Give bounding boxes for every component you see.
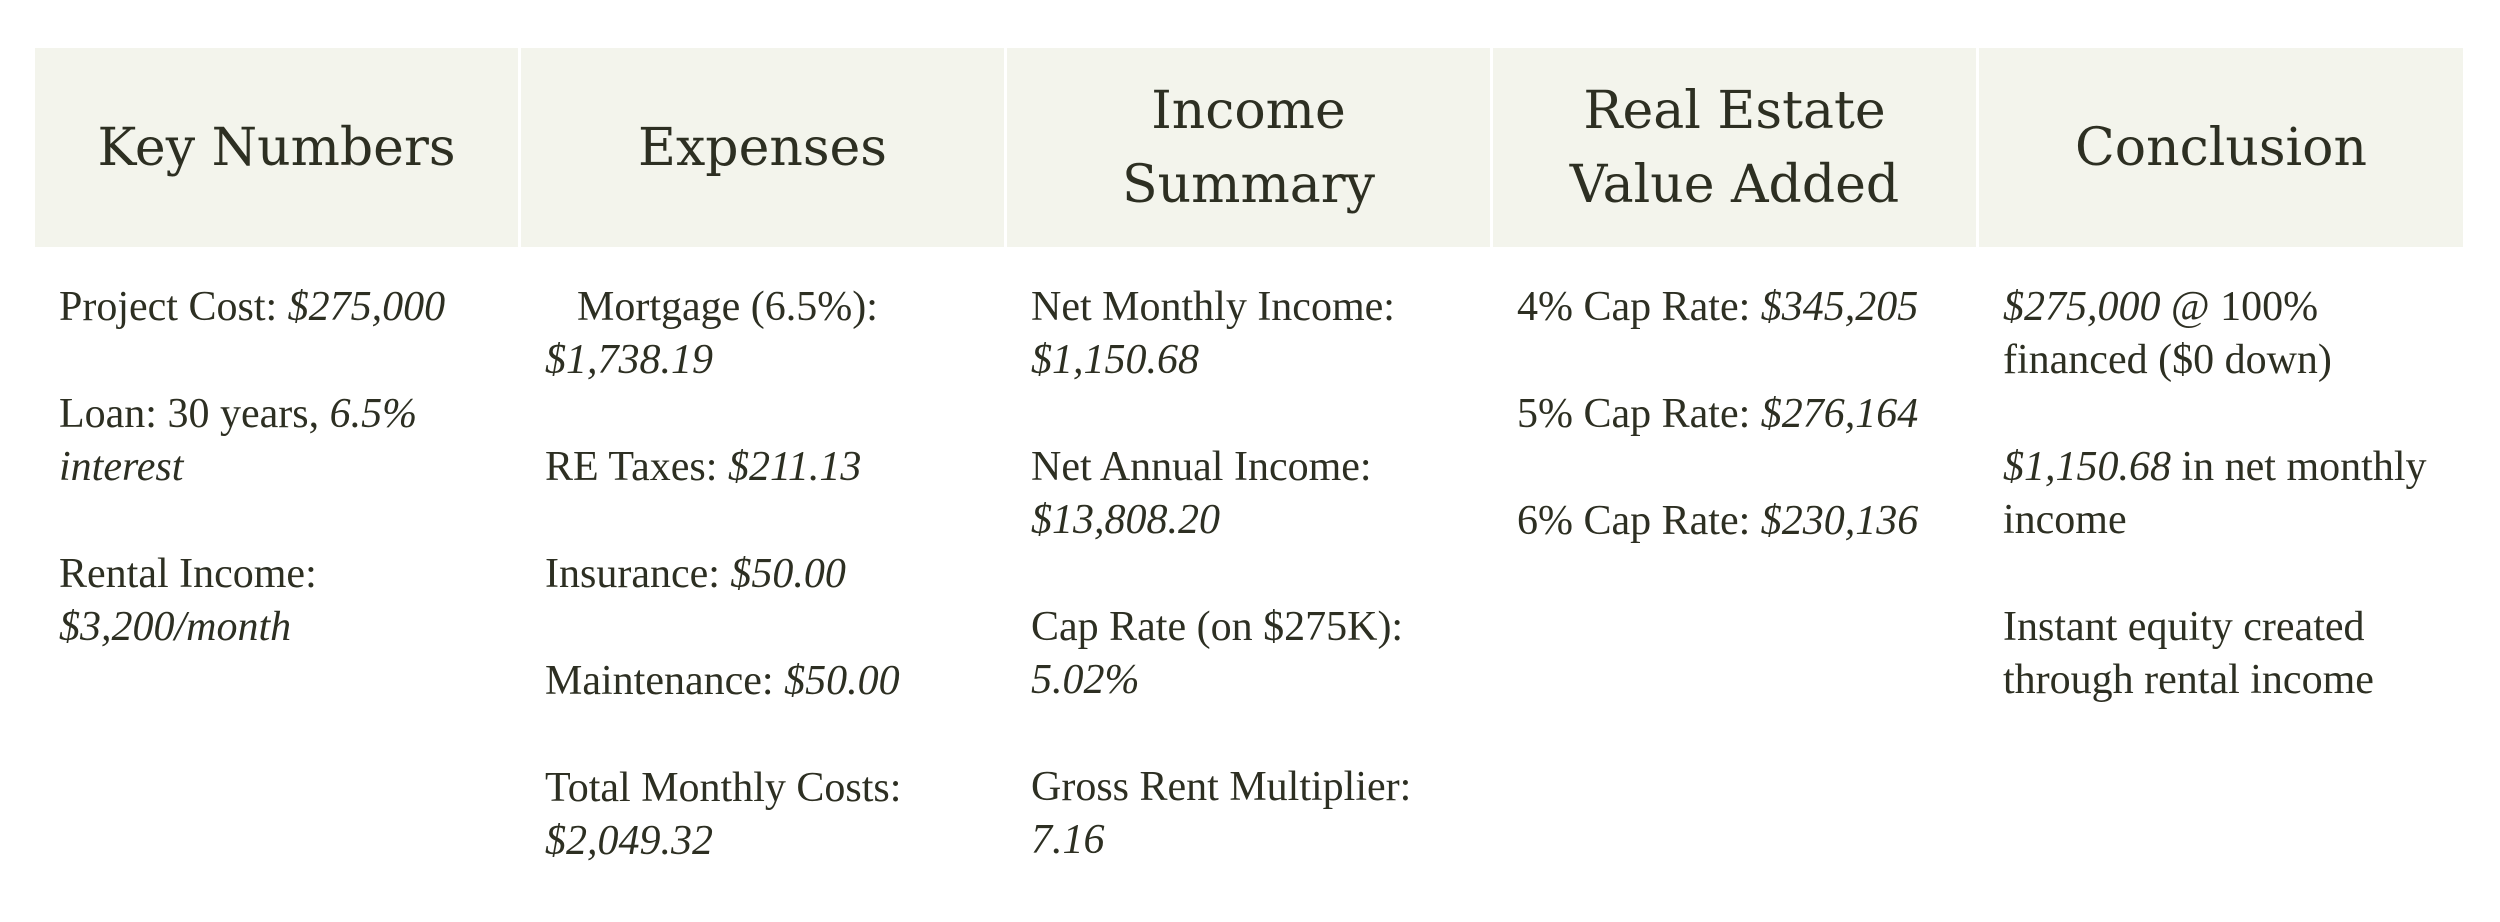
conclusion-financing-line: $275,000 @ 100% financed ($0 down) [2003,281,2439,387]
cap-5-line: 5% Cap Rate: $276,164 [1517,388,1952,441]
gross-rent-multiplier-label: Gross Rent Multiplier: [1031,764,1412,810]
loan-line: Loan: 30 years, 6.5% interest [59,388,494,494]
re-taxes-value: $211.13 [727,444,862,490]
cap-rate-line: Cap Rate (on $275K): 5.02% [1031,601,1466,707]
gross-rent-multiplier-line: Gross Rent Multiplier: 7.16 [1031,761,1466,867]
maintenance-line: Maintenance: $50.00 [545,655,980,708]
net-annual-income-label: Net Annual Income: [1031,444,1372,490]
insurance-value: $50.00 [730,551,846,597]
cap-rate-label: Cap Rate (on $275K): [1031,604,1404,650]
cap-4-label: 4% Cap Rate: [1517,284,1761,330]
cap-4-line: 4% Cap Rate: $345,205 [1517,281,1952,334]
cap-6-line: 6% Cap Rate: $230,136 [1517,495,1952,548]
rental-income-line: Rental Income: $3,200/month [59,548,494,654]
key-numbers-cell: Project Cost: $275,000 Loan: 30 years, 6… [35,247,518,922]
conclusion-equity-text: Instant equity created through rental in… [2003,604,2374,703]
conclusion-financing-value: $275,000 [2003,284,2161,330]
header-key-numbers: Key Numbers [35,48,518,247]
gross-rent-multiplier-value: 7.16 [1031,817,1105,863]
net-monthly-income-label: Net Monthly Income: [1031,284,1395,330]
loan-label: Loan: 30 years, [59,391,330,437]
total-monthly-costs-label: Total Monthly Costs: [545,765,902,811]
header-expenses: Expenses [521,48,1004,247]
maintenance-label: Maintenance: [545,658,785,704]
rental-income-label: Rental Income: [59,551,317,597]
rental-income-value: $3,200/month [59,604,292,650]
insurance-line: Insurance: $50.00 [545,548,980,601]
summary-table: Key Numbers Expenses Income Summary Real… [35,48,2463,922]
project-cost-label: Project Cost: [59,284,288,330]
conclusion-financing-text: @ 100% financed ($0 down) [2003,284,2332,383]
mortgage-line: Mortgage (6.5%): $1,738.19 [545,281,980,387]
loan-value: 6.5% interest [59,391,418,490]
re-taxes-line: RE Taxes: $211.13 [545,441,980,494]
net-annual-income-line: Net Annual Income: $13,808.20 [1031,441,1466,547]
cap-rate-value: 5.02% [1031,657,1140,703]
net-annual-income-value: $13,808.20 [1031,497,1220,543]
total-monthly-costs-line: Total Monthly Costs: $2,049.32 [545,762,980,868]
cap-4-value: $345,205 [1760,284,1919,330]
header-conclusion: Conclusion [1979,48,2463,247]
mortgage-value: $1,738.19 [545,337,713,383]
net-monthly-income-value: $1,150.68 [1031,337,1199,383]
conclusion-equity-line: Instant equity created through rental in… [2003,601,2439,707]
conclusion-income-line: $1,150.68 in net monthly income [2003,441,2439,547]
income-summary-cell: Net Monthly Income: $1,150.68 Net Annual… [1007,247,1490,922]
cap-6-value: $230,136 [1760,498,1919,544]
conclusion-income-text: in net monthly income [2003,444,2427,543]
expenses-cell: Mortgage (6.5%): $1,738.19 RE Taxes: $21… [521,247,1004,922]
header-real-estate-value-added: Real Estate Value Added [1493,48,1976,247]
total-monthly-costs-value: $2,049.32 [545,818,713,864]
insurance-label: Insurance: [545,551,731,597]
project-cost-value: $275,000 [287,284,446,330]
conclusion-income-value: $1,150.68 [2003,444,2171,490]
cap-6-label: 6% Cap Rate: [1517,498,1761,544]
project-cost-line: Project Cost: $275,000 [59,281,494,334]
value-added-cell: 4% Cap Rate: $345,205 5% Cap Rate: $276,… [1493,247,1976,922]
header-income-summary: Income Summary [1007,48,1490,247]
re-taxes-label: RE Taxes: [545,444,728,490]
net-monthly-income-line: Net Monthly Income: $1,150.68 [1031,281,1466,387]
cap-5-value: $276,164 [1760,391,1919,437]
mortgage-label: Mortgage (6.5%): [577,284,878,330]
maintenance-value: $50.00 [784,658,900,704]
cap-5-label: 5% Cap Rate: [1517,391,1761,437]
conclusion-cell: $275,000 @ 100% financed ($0 down) $1,15… [1979,247,2463,922]
